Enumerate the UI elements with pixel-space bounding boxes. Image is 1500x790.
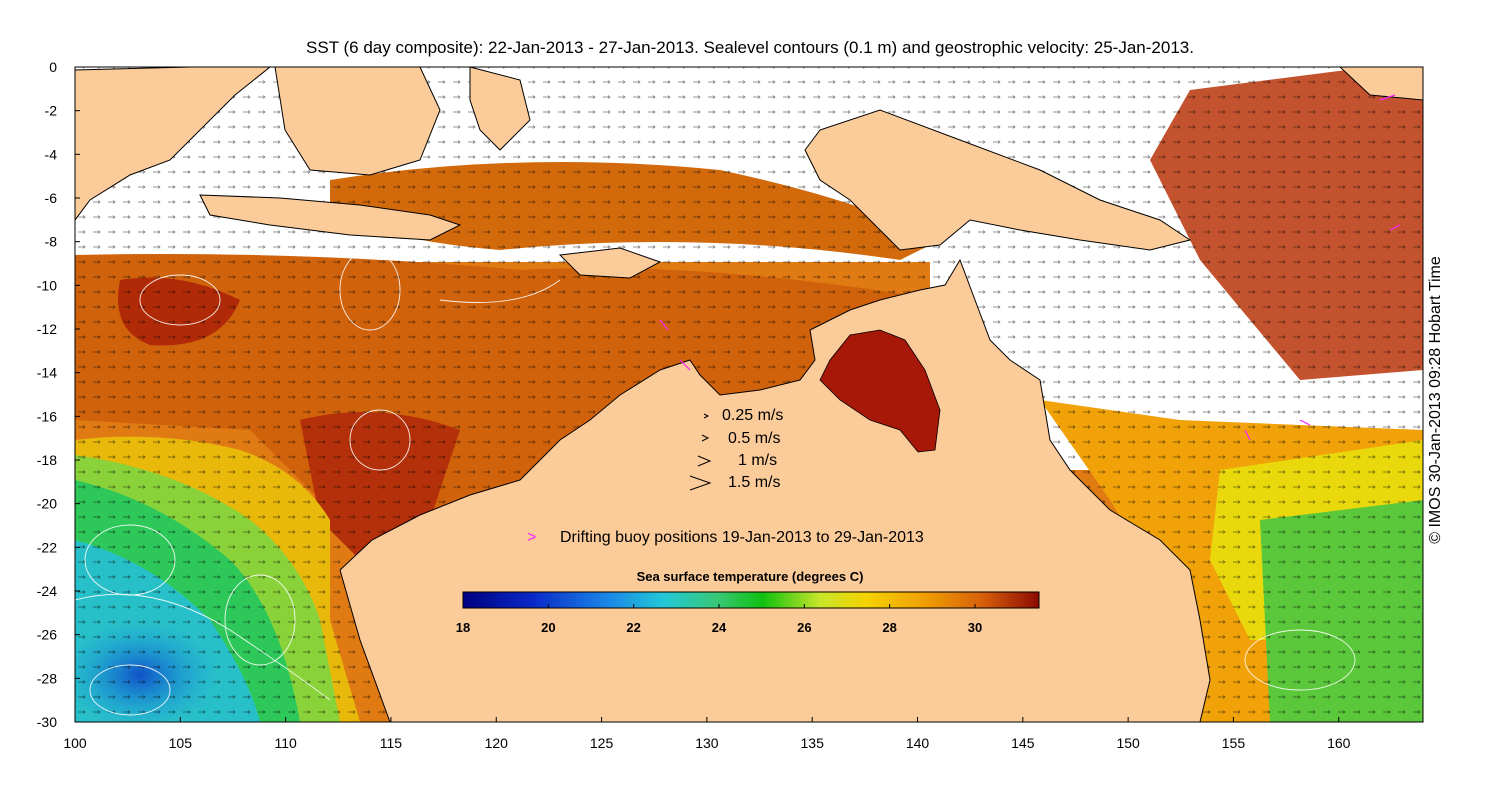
colorbar-tick-label: 18 (456, 620, 470, 635)
pacific-islands-landmass (1339, 67, 1423, 101)
y-tick-label: -28 (37, 670, 57, 686)
y-tick-label: -8 (45, 234, 58, 250)
x-tick-label: 115 (380, 735, 403, 751)
y-tick-label: 0 (49, 59, 57, 75)
map-frame (74, 66, 1424, 723)
map-title: SST (6 day composite): 22-Jan-2013 - 27-… (306, 38, 1194, 57)
y-axis: 0 -2 -4 -6 -8 -10 -12 -14 -16 -18 -20 -22 -24 -26 -28 -… (37, 59, 80, 730)
y-tick-label: -18 (37, 452, 57, 468)
velocity-arrow-05 (701, 434, 710, 442)
colorbar-tick-label: 20 (541, 620, 555, 635)
x-tick-label: 150 (1116, 735, 1140, 751)
colorbar-tick-label: 26 (797, 620, 811, 635)
x-tick-label: 130 (695, 735, 719, 751)
drifting-buoy-tracks (659, 94, 1401, 441)
x-tick-label: 155 (1222, 735, 1246, 751)
credit-text: © IMOS 30-Jan-2013 09:28 Hobart Time (1427, 256, 1444, 544)
colorbar-tick-label: 30 (968, 620, 982, 635)
new-guinea-landmass (804, 109, 1192, 251)
y-tick-label: -14 (37, 365, 57, 381)
velocity-arrow-1 (697, 455, 712, 467)
velocity-label-15: 1.5 m/s (728, 474, 780, 491)
x-tick-label: 105 (169, 735, 193, 751)
colorbar-title: Sea surface temperature (degrees C) (637, 569, 864, 584)
velocity-label-025: 0.25 m/s (722, 407, 783, 424)
velocity-arrow-15 (689, 475, 712, 491)
colorbar-tick-label: 22 (626, 620, 640, 635)
buoy-legend-label: Drifting buoy positions 19-Jan-2013 to 2… (560, 529, 924, 546)
y-tick-label: -6 (45, 190, 58, 206)
y-tick-label: -20 (37, 496, 57, 512)
java-landmass (199, 194, 462, 241)
velocity-label-05: 0.5 m/s (728, 430, 780, 447)
y-tick-label: -22 (37, 539, 57, 555)
x-tick-label: 100 (63, 735, 87, 751)
sea-level-contours (75, 249, 1356, 716)
timor-landmass (558, 247, 662, 279)
x-tick-label: 145 (1011, 735, 1035, 751)
x-tick-label: 125 (590, 735, 614, 751)
x-tick-label: 110 (274, 735, 297, 751)
colorbar-tick-label: 24 (712, 620, 727, 635)
velocity-legend: 0.25 m/s 0.5 m/s 1 m/s 1.5 m/s (689, 407, 783, 491)
colorbar: Sea surface temperature (degrees C) 18 20… (456, 569, 1040, 635)
sumatra-landmass (75, 67, 271, 221)
velocity-label-1: 1 m/s (738, 452, 777, 469)
buoy-legend: > Drifting buoy positions 19-Jan-2013 to… (527, 529, 924, 546)
y-tick-label: -30 (37, 714, 57, 730)
y-tick-label: -16 (37, 408, 57, 424)
y-tick-label: -2 (45, 103, 58, 119)
borneo-landmass (274, 67, 441, 176)
velocity-arrow-025 (703, 413, 710, 419)
colorbar-ticks: 18 20 22 24 26 28 30 (456, 604, 982, 635)
y-tick-label: -24 (37, 583, 57, 599)
x-tick-label: 135 (801, 735, 825, 751)
gulf-of-carpentaria (819, 329, 941, 453)
y-tick-label: -4 (45, 146, 58, 162)
colorbar-tick-label: 28 (882, 620, 896, 635)
x-tick-label: 140 (906, 735, 930, 751)
y-tick-label: -10 (37, 277, 57, 293)
y-tick-label: -12 (37, 321, 57, 337)
sulawesi-landmass (469, 67, 531, 151)
x-tick-label: 120 (485, 735, 509, 751)
buoy-symbol: > (527, 529, 536, 546)
x-tick-label: 160 (1327, 735, 1351, 751)
y-tick-label: -26 (37, 627, 57, 643)
colorbar-gradient (462, 591, 1040, 609)
x-axis: 100 105 110 115 120 125 130 135 140 145 150 155 160 (63, 717, 1351, 751)
map-area (75, 67, 1423, 722)
